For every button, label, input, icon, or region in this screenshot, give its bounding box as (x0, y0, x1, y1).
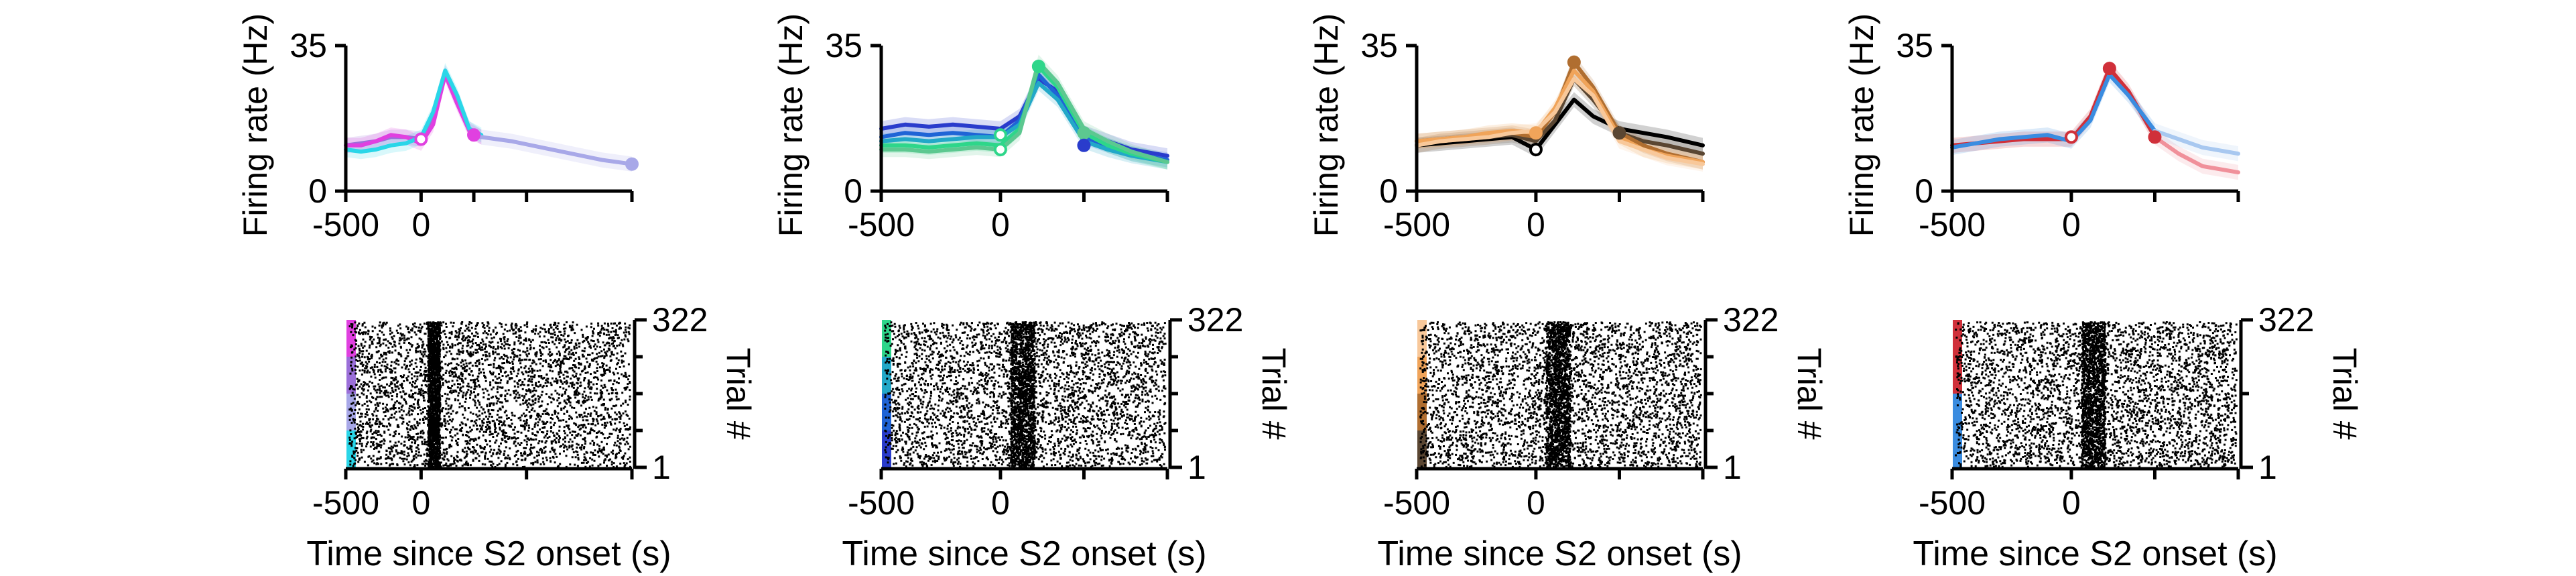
raster-spike-dots (348, 321, 631, 468)
psth-x-tick-label: -500 (1919, 206, 1986, 243)
psth-y-axis-label: Firing rate (Hz) (1307, 13, 1345, 237)
psth-marker (1077, 138, 1091, 152)
psth-y-tick-label: 0 (308, 172, 327, 210)
raster-x-tick-label: 0 (1527, 484, 1545, 522)
raster-y-axis-label: Trial # (1255, 347, 1293, 439)
raster-y-tick-label: 322 (1187, 301, 1243, 339)
raster-panel-2: -500 0 1 322 Trial # Time since S2 onset (s) (842, 301, 1293, 573)
raster-x-axis-label: Time since S2 onset (s) (306, 534, 671, 573)
raster-x-tick-label: 0 (991, 484, 1010, 522)
psth-marker (1529, 126, 1543, 140)
psth-marker (993, 128, 1007, 142)
raster-panel-4: -500 0 1 322 Trial # Time since S2 onset (s) (1913, 301, 2364, 573)
psth-series-line (879, 60, 1169, 164)
psth-marker (2102, 62, 2116, 76)
psth-marker (2064, 130, 2078, 144)
raster-y-tick-label: 1 (652, 449, 671, 486)
raster-spikes (884, 321, 1167, 468)
psth-marker (414, 132, 428, 146)
psth-y-tick-label: 35 (289, 27, 327, 64)
psth-y-axis-label: Firing rate (Hz) (237, 13, 274, 237)
psth-x-tick-label: 0 (991, 206, 1010, 243)
raster-x-tick-label: -500 (312, 484, 379, 522)
psth-series-line (479, 135, 634, 166)
raster-x-tick-label: -500 (848, 484, 915, 522)
raster-condition-strip (346, 320, 356, 357)
raster-x-tick-label: 0 (411, 484, 430, 522)
raster-x-axis-label: Time since S2 onset (s) (1377, 534, 1742, 573)
psth-x-tick-label: -500 (312, 206, 379, 243)
raster-spikes (1419, 321, 1702, 468)
psth-series-line (1415, 76, 1705, 166)
raster-spikes (348, 321, 631, 468)
raster-spike-dots (1419, 321, 1702, 468)
raster-panel-1: -500 0 1 322 Trial # Time since S2 onset (s) (306, 301, 757, 573)
psth-y-tick-label: 35 (1360, 27, 1398, 64)
psth-marker (1612, 126, 1626, 140)
raster-y-axis-label: Trial # (720, 347, 757, 439)
raster-y-axis-label: Trial # (1791, 347, 1828, 439)
psth-error-band (2154, 123, 2238, 162)
raster-x-tick-label: -500 (1383, 484, 1450, 522)
psth-marker (1567, 55, 1581, 69)
psth-x-tick-label: -500 (848, 206, 915, 243)
psth-y-tick-label: 0 (844, 172, 862, 210)
psth-marker (1077, 126, 1091, 140)
psth-series-line (2152, 135, 2240, 175)
psth-y-tick-label: 0 (1379, 172, 1398, 210)
psth-series-line (1950, 72, 2157, 150)
raster-condition-strip (882, 394, 891, 430)
psth-x-tick-label: 0 (2062, 206, 2081, 243)
psth-y-tick-label: 35 (1896, 27, 1933, 64)
psth-x-tick-label: 0 (411, 206, 430, 243)
raster-y-tick-label: 322 (652, 301, 708, 339)
raster-x-axis-label: Time since S2 onset (s) (842, 534, 1206, 573)
raster-condition-strip (1417, 357, 1427, 394)
psth-y-tick-label: 0 (1915, 172, 1933, 210)
raster-y-tick-label: 322 (1723, 301, 1779, 339)
psth-x-tick-label: -500 (1383, 206, 1450, 243)
raster-y-tick-label: 1 (1187, 449, 1206, 486)
raster-y-tick-label: 1 (1723, 449, 1742, 486)
psth-y-axis-label: Firing rate (Hz) (1843, 13, 1880, 237)
raster-x-tick-label: 0 (2062, 484, 2081, 522)
raster-x-axis-label: Time since S2 onset (s) (1913, 534, 2277, 573)
raster-spikes (1955, 321, 2238, 468)
psth-marker (993, 143, 1007, 156)
raster-condition-strip (346, 357, 356, 394)
psth-marker (2148, 130, 2162, 144)
raster-spike-dots (1955, 321, 2238, 468)
psth-marker (467, 128, 481, 142)
raster-x-tick-label: -500 (1919, 484, 1986, 522)
psth-series-line (1415, 97, 1705, 152)
psth-marker (1031, 60, 1045, 73)
psth-x-tick-label: 0 (1527, 206, 1545, 243)
psth-y-tick-label: 35 (825, 27, 862, 64)
raster-panel-3: -500 0 1 322 Trial # Time since S2 onset (s) (1377, 301, 1828, 573)
psth-y-axis-label: Firing rate (Hz) (772, 13, 810, 237)
psth-marker (1529, 143, 1543, 156)
raster-condition-strip (882, 357, 891, 394)
psth-series-line (2152, 129, 2240, 156)
raster-y-tick-label: 1 (2258, 449, 2277, 486)
raster-y-tick-label: 322 (2258, 301, 2314, 339)
raster-y-axis-label: Trial # (2326, 347, 2364, 439)
psth-marker (625, 157, 639, 171)
raster-spike-dots (884, 321, 1167, 468)
